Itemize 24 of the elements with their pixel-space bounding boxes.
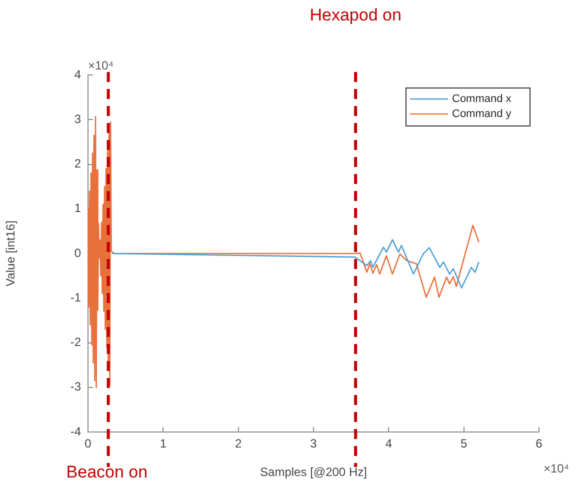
- legend-label: Command x: [452, 93, 512, 106]
- x-tick-label: 6: [536, 436, 543, 451]
- legend-label: Command y: [452, 108, 512, 120]
- y-tick-label: -3: [70, 380, 82, 394]
- y-tick-label: 1: [74, 201, 82, 216]
- text: ×10⁴: [543, 461, 569, 476]
- x-axis-title: Samples [@200 Hz]: [260, 465, 367, 480]
- y-axis-title: Value [int16]: [4, 220, 18, 286]
- x-tick-label: 2: [234, 436, 242, 451]
- y-tick-label: -1: [70, 290, 82, 304]
- x-tick-label: 1: [160, 436, 167, 451]
- y-tick-label: -2: [70, 335, 82, 350]
- y-tick-label: 4: [74, 67, 82, 82]
- x-tick-label: 0: [84, 436, 92, 451]
- x-tick-label: 4: [385, 436, 392, 451]
- y-tick-label: 2: [74, 156, 82, 171]
- text: ×10⁴: [88, 58, 114, 72]
- x-tick-label: 3: [310, 436, 318, 451]
- y-tick-label: -4: [70, 424, 82, 438]
- ref-line-label: Hexapod on: [310, 6, 402, 25]
- y-tick-label: 0: [74, 246, 82, 260]
- y-tick-label: 3: [74, 112, 82, 126]
- ref-line-label: Beacon on: [66, 462, 148, 482]
- x-tick-label: 5: [460, 436, 468, 451]
